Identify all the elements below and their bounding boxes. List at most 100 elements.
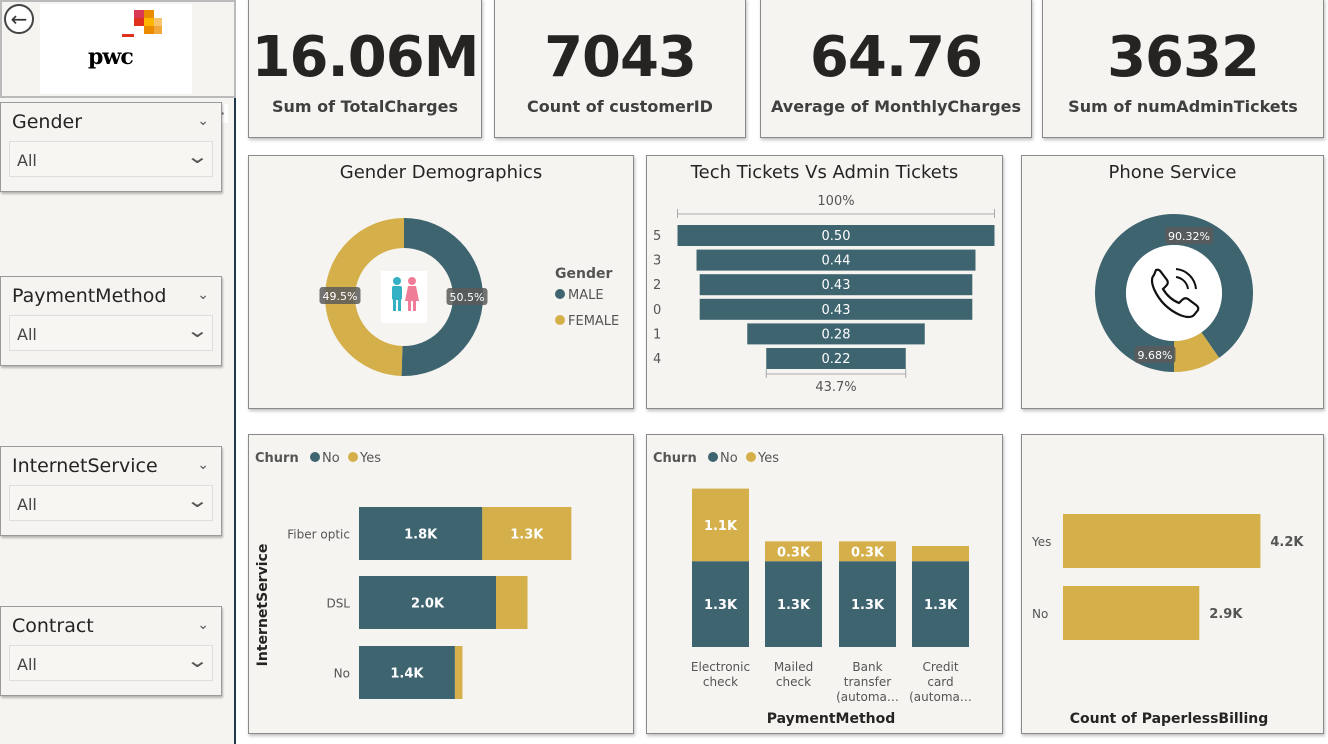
funnel-top-annotation: 100% xyxy=(817,194,854,209)
phone-service-panel[interactable]: Phone Service 90.32% 9.68% xyxy=(1021,155,1324,409)
slice-label-female-bg xyxy=(319,287,361,304)
chevron-down-icon[interactable]: ⌄ xyxy=(197,617,209,633)
back-button[interactable]: ← xyxy=(4,4,34,34)
slice-label-major-bg xyxy=(1165,227,1213,244)
funnel-bar xyxy=(766,348,906,369)
bar-label-yes: 0.3K xyxy=(851,545,885,560)
funnel-bar-label: 0.43 xyxy=(822,278,851,293)
slicer-value: All xyxy=(17,151,37,170)
funnel-category-label: 2 xyxy=(653,278,661,293)
kpi-value: 3632 xyxy=(1107,25,1260,90)
bar-segment-yes xyxy=(496,576,528,629)
slicer-title: Gender xyxy=(12,111,83,133)
bar-segment-yes xyxy=(454,646,463,699)
paperless-billing-chart[interactable]: Yes 4.2K No 2.9K Count of PaperlessBilling xyxy=(1022,435,1325,735)
legend-title: Churn xyxy=(255,451,299,466)
funnel-bottom-annotation: 43.7% xyxy=(815,380,856,395)
bar-segment-no xyxy=(839,561,896,647)
tech-vs-admin-panel[interactable]: Tech Tickets Vs Admin Tickets 100% 0.50 5 0… xyxy=(646,155,1003,409)
funnel-bar-label: 0.50 xyxy=(822,229,851,244)
funnel-category-label: 3 xyxy=(653,254,661,269)
legend-label-female: FEMALE xyxy=(568,314,619,329)
slicer-value: All xyxy=(17,325,37,344)
logo-frame xyxy=(0,0,236,98)
sidebar: pwc ← ··· Gender ⌄ All ⌄ PaymentMethod ⌄… xyxy=(0,0,236,744)
kpi-card-total-charges[interactable]: 16.06M Sum of TotalCharges xyxy=(248,0,482,138)
legend-title: Churn xyxy=(653,451,697,466)
slicer-gender[interactable]: Gender ⌄ All ⌄ xyxy=(0,102,222,192)
slice-label-minor: 9.68% xyxy=(1138,349,1173,362)
chevron-down-icon[interactable]: ⌄ xyxy=(197,457,209,473)
funnel-bar xyxy=(699,274,973,296)
logo-text: pwc xyxy=(88,44,134,70)
bar-label-no: 1.3K xyxy=(777,598,811,613)
funnel-bar-label: 0.43 xyxy=(822,303,851,318)
legend-label-male: MALE xyxy=(568,288,604,303)
bar xyxy=(1063,514,1261,568)
logo: pwc xyxy=(40,4,192,94)
funnel-bar-label: 0.22 xyxy=(822,352,851,367)
bar-label: 4.2K xyxy=(1270,535,1304,550)
bar-segment-no xyxy=(359,646,455,699)
chevron-down-icon[interactable]: ⌄ xyxy=(197,113,209,129)
gender-donut-chart[interactable]: 50.5% 49.5% Gender MALE FEMALE xyxy=(249,156,635,410)
category-label: check xyxy=(776,675,811,689)
kpi-card-customer-count[interactable]: 7043 Count of customerID xyxy=(494,0,746,138)
slice-label-male-bg xyxy=(446,288,488,305)
gender-icon-bg xyxy=(381,271,427,323)
tickets-funnel-chart[interactable]: 100% 0.50 5 0.44 3 0.43 2 0.43 0 0.28 1 0.22 4 43.7% xyxy=(647,156,1004,410)
slicer-dropdown[interactable]: All ⌄ xyxy=(9,645,213,681)
bar-label-no: 1.8K xyxy=(404,528,438,543)
legend-marker-yes xyxy=(746,452,756,462)
internet-churn-panel[interactable]: Churn No Yes InternetService Fiber optic 1.8K… xyxy=(248,434,634,734)
category-label: Electronic xyxy=(691,660,750,674)
funnel-bar xyxy=(696,249,976,271)
donut-slice-major xyxy=(1095,214,1253,372)
chevron-down-icon[interactable]: ⌄ xyxy=(197,287,209,303)
donut-center xyxy=(1126,245,1222,341)
legend-label-yes: Yes xyxy=(359,451,381,466)
payment-churn-panel[interactable]: Churn No Yes 1.3K 1.1K Electronic check 1.3K 0.3… xyxy=(646,434,1003,734)
category-label: card xyxy=(927,675,953,689)
category-label: transfer xyxy=(844,675,891,689)
slicer-payment-method[interactable]: PaymentMethod ⌄ All ⌄ xyxy=(0,276,222,366)
slicer-dropdown[interactable]: All ⌄ xyxy=(9,141,213,177)
bar-segment-no xyxy=(912,561,969,647)
bar-segment-yes xyxy=(765,541,822,562)
slicer-value: All xyxy=(17,495,37,514)
kpi-card-admin-tickets[interactable]: 3632 Sum of numAdminTickets xyxy=(1042,0,1324,138)
bar-label-no: 1.3K xyxy=(704,598,738,613)
panel-title: Phone Service xyxy=(1108,162,1237,183)
funnel-category-label: 4 xyxy=(653,352,661,367)
phone-donut-chart[interactable]: 90.32% 9.68% xyxy=(1022,156,1325,410)
bar-segment-yes xyxy=(692,488,749,562)
bar xyxy=(1063,586,1200,640)
paperless-billing-panel[interactable]: Yes 4.2K No 2.9K Count of PaperlessBilling xyxy=(1021,434,1324,734)
slice-label-minor-bg xyxy=(1134,346,1176,363)
bar-segment-no xyxy=(359,507,483,560)
funnel-bar-label: 0.28 xyxy=(822,327,851,342)
kpi-card-monthly-charges[interactable]: 64.76 Average of MonthlyCharges xyxy=(760,0,1032,138)
slicer-contract[interactable]: Contract ⌄ All ⌄ xyxy=(0,606,222,696)
female-icon-leg xyxy=(413,301,416,311)
internet-churn-chart[interactable]: Churn No Yes InternetService Fiber optic 1.8K… xyxy=(249,435,635,735)
chevron-down-icon: ⌄ xyxy=(185,318,210,342)
arrow-left-icon: ← xyxy=(10,7,28,31)
bar-label-yes: 1.3K xyxy=(510,528,544,543)
category-label: (automa… xyxy=(836,690,899,704)
slicer-internet-service[interactable]: InternetService ⌄ All ⌄ xyxy=(0,446,222,536)
kpi-label: Sum of TotalCharges xyxy=(271,97,459,116)
panel-title: Gender Demographics xyxy=(339,162,543,183)
kpi-label: Sum of numAdminTickets xyxy=(1068,97,1298,116)
slicer-dropdown[interactable]: All ⌄ xyxy=(9,315,213,351)
category-label: (automa… xyxy=(909,690,972,704)
category-label: Yes xyxy=(1031,535,1051,549)
slicer-dropdown[interactable]: All ⌄ xyxy=(9,485,213,521)
funnel-bar-label: 0.44 xyxy=(822,254,851,269)
payment-churn-chart[interactable]: Churn No Yes1.3K1.1KElectroniccheck1.3K0.3… xyxy=(647,435,1004,735)
funnel-bar xyxy=(699,298,973,320)
bar-segment-no xyxy=(692,561,749,647)
bar-label-no: 1.3K xyxy=(924,598,958,613)
gender-demographics-panel[interactable]: Gender Demographics 50.5% 49.5% Gender MALE… xyxy=(248,155,634,409)
category-label: Mailed xyxy=(774,660,813,674)
